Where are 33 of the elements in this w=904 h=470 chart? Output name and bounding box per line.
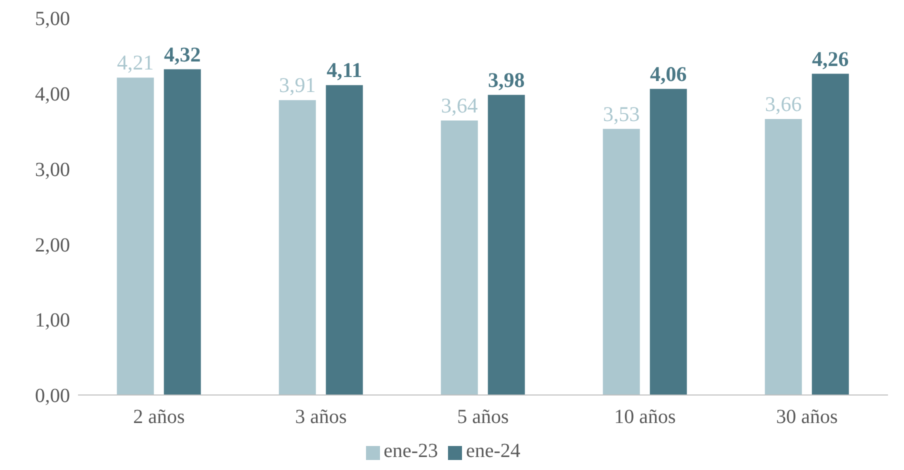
y-tick-label: 0,00	[35, 385, 70, 408]
data-label: 3,98	[488, 68, 525, 92]
data-label: 4,06	[650, 62, 687, 86]
bar	[278, 100, 316, 395]
x-tick-label: 2 años	[133, 406, 186, 428]
y-tick-label: 2,00	[35, 234, 70, 256]
legend-label: ene-24	[466, 440, 520, 462]
bar	[116, 78, 154, 395]
bar	[488, 94, 525, 395]
data-label: 4,26	[812, 46, 849, 71]
data-label: 3,53	[603, 102, 640, 126]
bar	[602, 128, 640, 395]
legend-label: ene-23	[384, 440, 438, 462]
data-label: 3,64	[441, 94, 478, 118]
x-tick-label: 3 años	[295, 406, 348, 428]
bar	[326, 85, 363, 395]
bar	[440, 120, 478, 395]
bar	[764, 119, 802, 395]
bar	[650, 88, 687, 395]
data-label: 4,21	[117, 50, 154, 75]
bar	[164, 69, 201, 395]
bar	[812, 74, 849, 395]
x-tick-label: 10 años	[614, 406, 676, 428]
data-label: 3,66	[765, 92, 802, 116]
data-label: 3,91	[279, 73, 316, 98]
data-label: 4,32	[164, 42, 201, 66]
y-tick-label: 4,00	[35, 84, 70, 106]
y-tick-label: 5,00	[35, 8, 70, 30]
x-tick-label: 5 años	[457, 406, 510, 428]
y-tick-label: 3,00	[35, 158, 70, 181]
x-tick-label: 30 años	[776, 406, 838, 428]
y-tick-label: 1,00	[35, 310, 70, 332]
data-label: 4,11	[326, 58, 362, 82]
